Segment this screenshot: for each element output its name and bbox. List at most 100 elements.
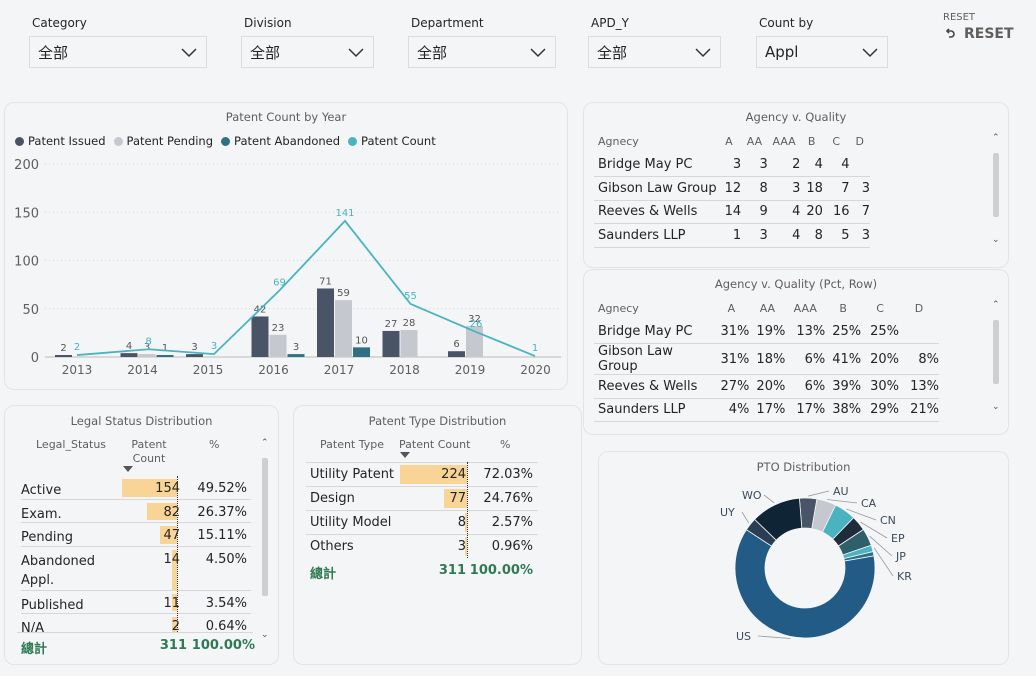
leader-line xyxy=(827,499,858,504)
count-by-dropdown[interactable]: Appl xyxy=(756,36,888,68)
line-data-label: 69 xyxy=(273,277,286,288)
table-row: Bridge May PC 31% 19% 13% 25% 25% xyxy=(594,320,939,344)
chart-title: Patent Count by Year xyxy=(225,110,347,124)
apd-y-dropdown[interactable]: 全部 xyxy=(588,36,721,68)
chart-legend: Patent Issued Patent Pending Patent Aban… xyxy=(15,134,436,148)
x-tick-label: 2020 xyxy=(520,363,551,377)
data-bar xyxy=(465,537,467,556)
column-header[interactable]: Agnecy xyxy=(598,301,639,315)
column-header[interactable]: Agnecy xyxy=(598,134,639,148)
category-label: Category xyxy=(32,16,87,30)
patent-type-name: Design xyxy=(310,491,355,506)
bar-data-label: 28 xyxy=(403,318,416,329)
column-header[interactable]: AA xyxy=(746,134,763,148)
column-header[interactable]: D xyxy=(855,134,864,148)
bar-patent-issued xyxy=(448,351,465,357)
value-cell: 17% xyxy=(785,398,826,422)
pto-label-au: AU xyxy=(833,485,849,498)
department-value: 全部 xyxy=(417,43,448,62)
scroll-down-icon[interactable]: ⌄ xyxy=(992,402,1000,412)
column-header[interactable]: B xyxy=(839,301,847,315)
legend-item-issued[interactable]: Patent Issued xyxy=(15,134,106,148)
patent-type-header[interactable]: Patent Type xyxy=(320,438,385,451)
value-cell: 4 xyxy=(767,223,801,248)
value-cell: 31% xyxy=(713,320,750,344)
scrollbar-thumb[interactable] xyxy=(262,458,268,596)
pct-cell: 3.54% xyxy=(205,595,247,611)
y-tick-label: 200 xyxy=(14,158,39,173)
pct-cell: 0.96% xyxy=(491,539,533,554)
bar-data-label: 3 xyxy=(144,342,150,353)
count-cell: 11 xyxy=(163,595,180,611)
scroll-down-icon[interactable]: ⌄ xyxy=(992,235,1000,245)
table-row: Pending 47 15.11% xyxy=(21,523,251,547)
bar-data-label: 3 xyxy=(293,342,299,353)
count-by-label: Count by xyxy=(759,16,814,30)
agency-name-cell: Saunders LLP xyxy=(594,398,714,422)
division-value: 全部 xyxy=(250,43,281,62)
scroll-up-icon[interactable]: ⌃ xyxy=(992,133,1000,143)
value-cell: 6% xyxy=(785,374,826,399)
pto-label-uy: UY xyxy=(720,506,735,519)
bar-patent-issued xyxy=(120,353,138,357)
table-row: Reeves & Wells 14 9 4 20 16 7 xyxy=(594,200,870,224)
column-header[interactable]: A xyxy=(727,301,736,315)
agency-quality-pct-table: Agnecy A AA AAA B C D Bridge May PC 31% 19% 13% 25… xyxy=(594,296,939,422)
value-cell: 3 xyxy=(767,176,801,201)
patent-type-count-header[interactable]: Patent Count xyxy=(399,438,471,451)
sort-desc-icon[interactable] xyxy=(123,466,133,472)
value-cell: 17% xyxy=(749,398,786,422)
value-cell: 25% xyxy=(825,320,862,344)
legend-item-pending[interactable]: Patent Pending xyxy=(113,134,213,148)
table-row: Abandoned Appl. 14 4.50% xyxy=(21,547,251,591)
reset-button[interactable]: RESET xyxy=(944,26,1014,42)
pct-cell: 49.52% xyxy=(197,481,247,496)
column-header[interactable]: B xyxy=(807,134,816,148)
x-tick-label: 2019 xyxy=(455,363,486,377)
column-header[interactable]: D xyxy=(914,301,924,315)
agency-quality-pct-card: Agency v. Quality (Pct, Row) Agnecy A AA AA… xyxy=(583,269,1009,435)
value-cell: 2 xyxy=(767,153,801,177)
column-header[interactable]: C xyxy=(832,134,841,148)
pct-cell: 72.03% xyxy=(483,467,533,482)
division-dropdown[interactable]: 全部 xyxy=(241,36,374,68)
count-cell: 224 xyxy=(441,467,466,482)
category-dropdown[interactable]: 全部 xyxy=(29,36,207,68)
value-cell xyxy=(849,153,870,177)
column-header[interactable]: A xyxy=(725,134,733,148)
patent-type-pct-header[interactable]: % xyxy=(500,438,511,451)
value-cell: 4% xyxy=(713,398,750,422)
column-header[interactable]: AAA xyxy=(793,301,817,315)
value-cell: 21% xyxy=(899,398,939,422)
legend-item-abandoned[interactable]: Patent Abandoned xyxy=(221,134,340,148)
column-header[interactable]: AAA xyxy=(772,134,796,148)
scroll-up-icon[interactable]: ⌃ xyxy=(261,438,269,448)
table-row: N/A 2 0.64% xyxy=(21,614,251,632)
value-cell: 14 xyxy=(716,200,742,224)
scrollbar-thumb[interactable] xyxy=(993,320,999,384)
pct-cell: 26.37% xyxy=(197,504,247,520)
column-header[interactable]: C xyxy=(876,301,884,315)
scroll-down-icon[interactable]: ⌄ xyxy=(261,630,269,640)
apd-y-value: 全部 xyxy=(597,43,628,62)
line-data-label: 1 xyxy=(532,343,538,354)
x-tick-label: 2015 xyxy=(193,363,224,377)
patent-type-total-row: 總計 311 100.00% xyxy=(310,563,533,582)
x-tick-label: 2017 xyxy=(324,363,355,377)
table-row: Active 154 49.52% xyxy=(21,476,251,500)
sort-desc-icon[interactable] xyxy=(400,452,410,458)
legal-status-header[interactable]: Legal_Status xyxy=(36,438,107,451)
value-cell: 41% xyxy=(825,343,862,375)
scroll-up-icon[interactable]: ⌃ xyxy=(992,300,1000,310)
table-row: Utility Model 8 2.57% xyxy=(306,510,538,534)
pct-header[interactable]: % xyxy=(209,438,220,451)
column-header[interactable]: AA xyxy=(759,301,776,315)
chevron-down-icon xyxy=(695,48,711,58)
value-cell: 8% xyxy=(899,343,939,375)
scrollbar-thumb[interactable] xyxy=(993,153,999,217)
value-cell: 13% xyxy=(785,320,826,344)
patent-count-header[interactable]: Patent Count xyxy=(131,438,167,465)
department-dropdown[interactable]: 全部 xyxy=(408,36,556,68)
legend-item-count[interactable]: Patent Count xyxy=(348,134,436,148)
pto-distribution-card: PTO Distribution AU CA CN EP JP KR US UY WO xyxy=(598,451,1009,665)
